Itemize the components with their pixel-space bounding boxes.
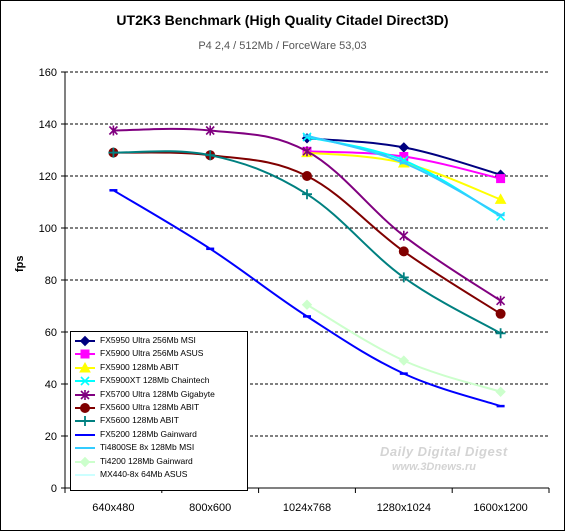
data-point [496,174,506,184]
legend-label: FX5600 128Mb ABIT [100,415,179,426]
legend-label: FX5900XT 128Mb Chaintech [100,375,210,386]
legend-marker [79,456,91,467]
y-tick-label: 20 [45,431,57,443]
data-point [495,386,506,398]
data-point [495,328,506,339]
legend-label: FX5900 Ultra 256Mb ASUS [100,348,204,359]
data-point [495,308,506,319]
chart-legend: FX5950 Ultra 256Mb MSI FX5900 Ultra 256Mb… [70,331,248,491]
legend-item: FX5900 128Mb ABIT [71,361,247,374]
y-tick-label: 160 [39,67,57,79]
legend-line [75,447,95,450]
legend-marker-shape [79,335,91,347]
legend-item: FX5950 Ultra 256Mb MSI [71,334,247,347]
legend-line [75,473,95,476]
legend-label: MX440-8x 64Mb ASUS [100,468,188,479]
legend-line [75,433,95,436]
legend-item: FX5600 128Mb ABIT [71,414,247,427]
legend-marker-shape [80,376,90,386]
y-tick-label: 80 [45,275,57,287]
data-point [301,299,313,310]
data-point [205,150,216,161]
x-tick-label: 800x600 [189,502,231,514]
legend-marker [79,361,91,373]
legend-label: FX5600 Ultra 128Mb ABIT [100,401,200,412]
data-point [494,193,507,204]
y-tick-label: 60 [45,327,57,339]
series-4 [108,125,506,306]
legend-item: FX5900 Ultra 256Mb ASUS [71,347,247,360]
legend-marker-shape [80,402,90,413]
data-point [398,246,409,257]
legend-item: FX5900XT 128Mb Chaintech [71,374,247,387]
legend-marker [80,402,90,413]
legend-label: FX5950 Ultra 256Mb MSI [100,335,196,345]
data-point [302,189,312,200]
legend-label: Ti4200 128Mb Gainward [100,455,193,466]
y-tick-label: 140 [39,119,57,131]
legend-marker [80,416,90,427]
legend-label: FX5900 128Mb ABIT [100,361,179,372]
legend-label: FX5200 128Mb Gainward [100,428,197,439]
chart-subtitle: P4 2,4 / 512Mb / ForceWare 53,03 [198,40,367,52]
chart-title: UT2K3 Benchmark (High Quality Citadel Di… [116,12,449,28]
series-6 [108,147,506,339]
legend-label: Ti4800SE 8x 128Mb MSI [100,442,195,453]
y-tick-label: 40 [45,379,57,391]
data-point [398,142,410,153]
data-point [205,125,215,136]
x-tick-label: 1280x1024 [377,502,431,514]
legend-item: Ti4800SE 8x 128Mb MSI [71,441,247,454]
data-point [399,230,409,241]
series-8 [303,134,505,217]
legend-marker [80,349,90,359]
legend-marker [80,376,90,386]
legend-item: Ti4200 128Mb Gainward [71,455,247,468]
data-point [108,125,118,136]
data-point [398,272,409,283]
legend-marker [80,389,90,400]
y-tick-label: 120 [39,171,57,183]
data-point [496,295,506,306]
x-tick-label: 1024x768 [283,502,331,514]
data-point [302,171,312,181]
data-point [108,147,119,158]
legend-marker-shape [80,389,90,400]
legend-marker-shape [79,361,91,373]
watermark-url: www.3Dnews.ru [392,461,476,473]
legend-item: MX440-8x 64Mb ASUS [71,468,247,481]
legend-marker-shape [80,416,90,427]
x-tick-label: 640x480 [92,502,134,514]
series-9 [301,299,506,398]
legend-item: FX5700 Ultra 128Mb Gigabyte [71,388,247,401]
series-7 [109,189,505,408]
legend-item: FX5600 Ultra 128Mb ABIT [71,401,247,414]
data-point [302,146,312,157]
watermark-title: Daily Digital Digest [380,444,508,459]
legend-label: FX5700 Ultra 128Mb Gigabyte [100,388,215,399]
legend-marker [79,335,91,347]
legend-marker-shape [80,349,90,359]
legend-item: FX5200 128Mb Gainward [71,428,247,441]
y-tick-label: 100 [39,223,57,235]
x-tick-label: 1600x1200 [473,502,527,514]
y-tick-label: 0 [51,483,57,495]
legend-marker-shape [79,456,91,467]
data-point [398,355,410,366]
data-point [302,132,312,142]
